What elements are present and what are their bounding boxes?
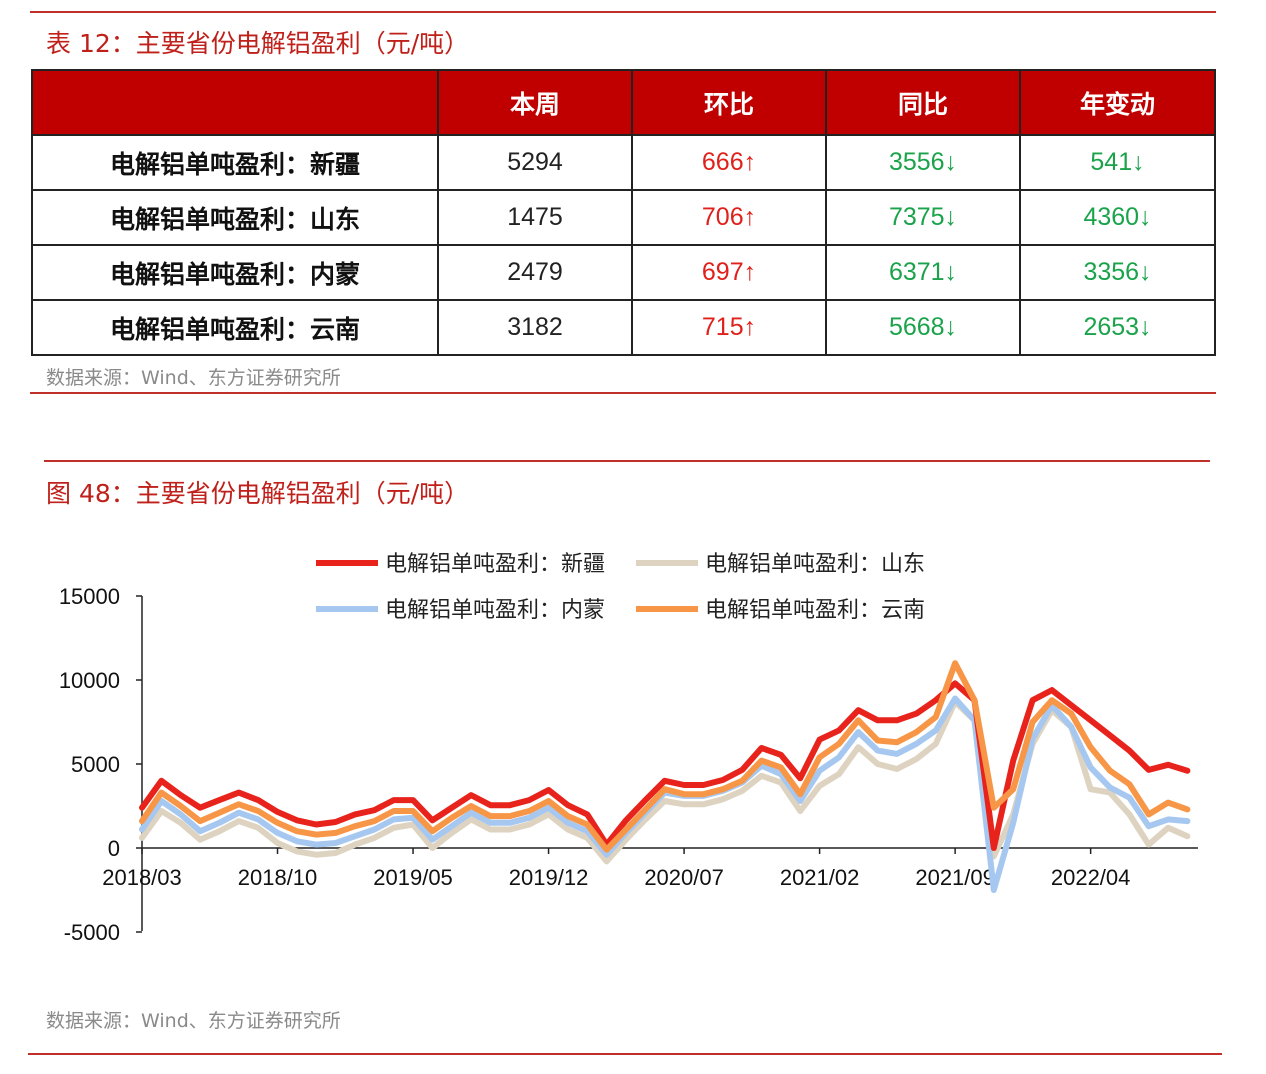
x-tick-label: 2019/12 xyxy=(509,865,589,890)
row-yoy: 3556↓ xyxy=(825,134,1021,191)
row-mom: 706↑ xyxy=(631,189,827,246)
row-name: 电解铝单吨盈利：新疆 xyxy=(31,134,439,191)
header-yoy: 同比 xyxy=(825,69,1021,136)
x-tick-label: 2019/05 xyxy=(373,865,453,890)
row-ytd: 541↓ xyxy=(1019,134,1216,191)
row-yoy: 5668↓ xyxy=(825,299,1021,356)
legend-label: 电解铝单吨盈利：新疆 xyxy=(385,552,605,577)
row-name: 电解铝单吨盈利：内蒙 xyxy=(31,244,439,301)
row-week: 1475 xyxy=(437,189,633,246)
row-ytd: 2653↓ xyxy=(1019,299,1216,356)
row-yoy: 6371↓ xyxy=(825,244,1021,301)
y-tick-label: -5000 xyxy=(64,920,120,945)
row-name: 电解铝单吨盈利：云南 xyxy=(31,299,439,356)
table-row: 电解铝单吨盈利：新疆 5294 666↑ 3556↓ 541↓ xyxy=(31,134,1216,191)
table-row: 电解铝单吨盈利：云南 3182 715↑ 5668↓ 2653↓ xyxy=(31,299,1216,356)
row-ytd: 4360↓ xyxy=(1019,189,1216,246)
y-tick-label: 15000 xyxy=(59,584,120,609)
chart-title: 图 48：主要省份电解铝盈利（元/吨） xyxy=(46,479,470,508)
legend-label: 电解铝单吨盈利：山东 xyxy=(705,552,925,577)
x-tick-label: 2021/02 xyxy=(780,865,860,890)
table-title: 表 12：主要省份电解铝盈利（元/吨） xyxy=(46,29,470,58)
header-ytd: 年变动 xyxy=(1019,69,1216,136)
row-yoy: 7375↓ xyxy=(825,189,1021,246)
table-row: 电解铝单吨盈利：内蒙 2479 697↑ 6371↓ 3356↓ xyxy=(31,244,1216,301)
table-bottom-rule xyxy=(30,392,1216,394)
x-tick-label: 2021/09 xyxy=(915,865,995,890)
row-mom: 715↑ xyxy=(631,299,827,356)
legend-label: 电解铝单吨盈利：内蒙 xyxy=(385,598,605,623)
row-ytd: 3356↓ xyxy=(1019,244,1216,301)
y-tick-label: 5000 xyxy=(71,752,120,777)
top-rule xyxy=(30,11,1216,13)
header-mom: 环比 xyxy=(631,69,827,136)
row-week: 2479 xyxy=(437,244,633,301)
series-line-1 xyxy=(139,680,1191,851)
header-blank xyxy=(31,69,439,136)
row-mom: 666↑ xyxy=(631,134,827,191)
table-source: 数据来源：Wind、东方证券研究所 xyxy=(46,367,341,389)
row-name: 电解铝单吨盈利：山东 xyxy=(31,189,439,246)
x-tick-label: 2020/07 xyxy=(644,865,724,890)
profit-table: 本周 环比 同比 年变动 电解铝单吨盈利：新疆 5294 666↑ 3556↓ … xyxy=(31,69,1216,356)
row-mom: 697↑ xyxy=(631,244,827,301)
table-header-row: 本周 环比 同比 年变动 xyxy=(31,69,1216,136)
y-tick-label: 0 xyxy=(108,836,120,861)
y-tick-label: 10000 xyxy=(59,668,120,693)
x-tick-label: 2022/04 xyxy=(1051,865,1131,890)
row-week: 5294 xyxy=(437,134,633,191)
row-week: 3182 xyxy=(437,299,633,356)
chart-top-rule xyxy=(44,460,1210,462)
bottom-rule xyxy=(28,1053,1222,1055)
table-row: 电解铝单吨盈利：山东 1475 706↑ 7375↓ 4360↓ xyxy=(31,189,1216,246)
chart-source: 数据来源：Wind、东方证券研究所 xyxy=(46,1010,341,1032)
header-week: 本周 xyxy=(437,69,633,136)
x-tick-label: 2018/10 xyxy=(238,865,318,890)
x-tick-label: 2018/03 xyxy=(102,865,182,890)
series-line-4 xyxy=(139,660,1191,853)
legend-label: 电解铝单吨盈利：云南 xyxy=(705,598,925,623)
